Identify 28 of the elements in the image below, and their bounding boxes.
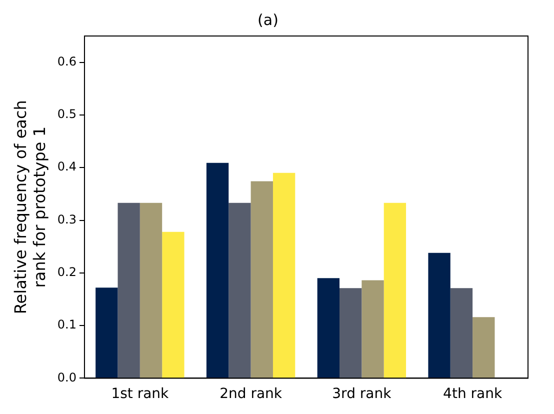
y-tick-label: 0.0 <box>57 370 76 384</box>
y-tick-label: 0.5 <box>57 107 76 122</box>
bar <box>162 232 184 378</box>
y-tick-label: 0.4 <box>57 160 76 174</box>
y-tick-label: 0.3 <box>57 212 76 226</box>
bar <box>362 280 384 378</box>
bar <box>228 202 251 378</box>
bar <box>340 288 362 378</box>
bar <box>272 172 296 378</box>
bar <box>140 202 162 378</box>
x-tick-label: 1st rank <box>111 386 170 402</box>
bar <box>250 181 273 378</box>
bar <box>384 202 406 378</box>
y-tick-label: 0.2 <box>57 265 76 280</box>
bar <box>118 202 140 378</box>
bar <box>450 288 473 378</box>
y-axis-title: Relative frequency of each rank for prototype 1 <box>10 100 49 314</box>
bar <box>472 317 495 378</box>
y-tick-label: 0.6 <box>57 54 76 68</box>
y-tick-label: 0.1 <box>57 318 76 332</box>
chart-title: (a) <box>258 10 278 29</box>
x-tick-label: 4th rank <box>443 386 503 402</box>
bar <box>317 278 340 378</box>
bar <box>428 252 450 378</box>
bar <box>206 162 229 378</box>
x-tick-label: 3rd rank <box>332 386 392 402</box>
x-tick-label: 2nd rank <box>220 386 283 402</box>
bar <box>96 288 118 378</box>
